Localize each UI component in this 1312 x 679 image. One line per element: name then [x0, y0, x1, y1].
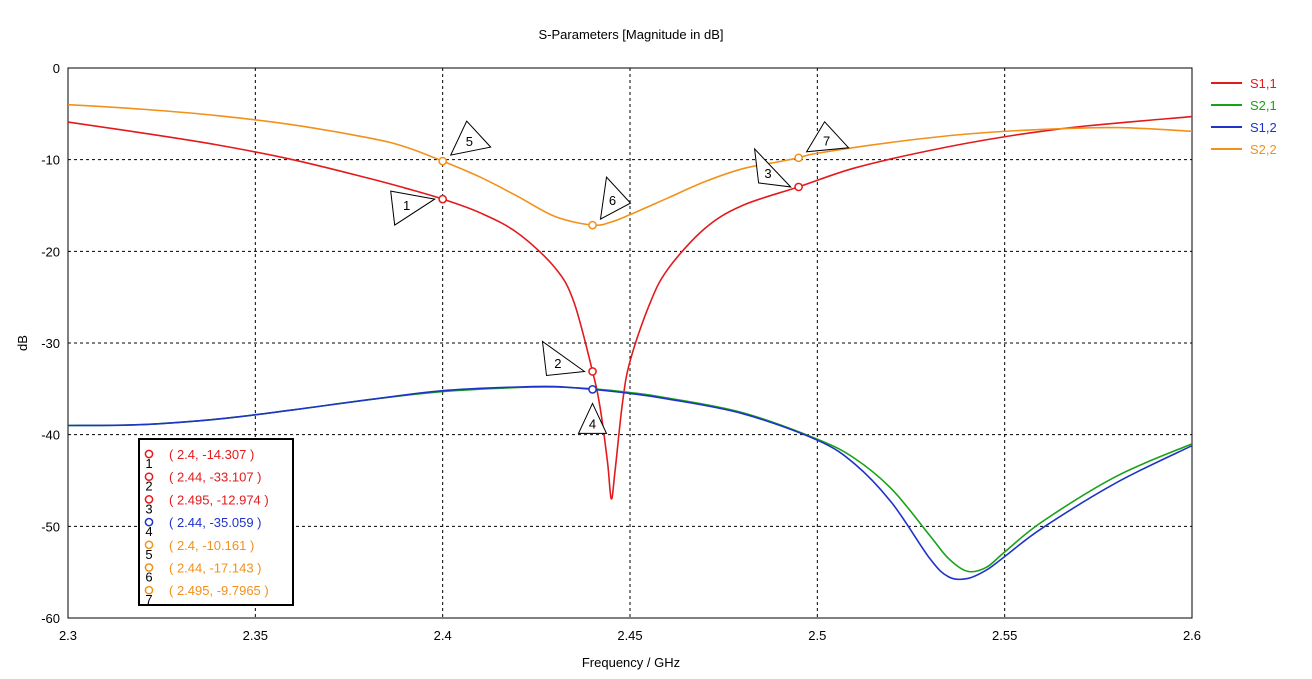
marker-point — [589, 386, 596, 393]
marker-table-value: ( 2.4, -14.307 ) — [169, 447, 254, 462]
y-tick-label: -20 — [41, 244, 60, 259]
marker-point — [439, 158, 446, 165]
marker-point — [589, 222, 596, 229]
legend-item-s2-2: S2,2 — [1211, 142, 1277, 157]
marker-point — [795, 154, 802, 161]
marker-table-id: 3 — [145, 501, 152, 516]
y-axis-label: dB — [15, 335, 30, 351]
marker-table-id: 4 — [145, 524, 152, 539]
marker-table-value: ( 2.44, -17.143 ) — [169, 561, 262, 576]
marker-number: 3 — [764, 166, 771, 181]
marker-table-value: ( 2.4, -10.161 ) — [169, 538, 254, 553]
legend-label: S1,1 — [1250, 76, 1277, 91]
marker-table-id: 6 — [145, 570, 152, 585]
marker-table-id: 7 — [145, 592, 152, 607]
legend-item-s1-1: S1,1 — [1211, 76, 1277, 91]
marker-number: 4 — [589, 416, 596, 431]
marker-point — [589, 368, 596, 375]
y-tick-label: -50 — [41, 519, 60, 534]
legend-label: S1,2 — [1250, 120, 1277, 135]
y-tick-label: 0 — [53, 61, 60, 76]
x-tick-label: 2.4 — [434, 628, 452, 643]
marker-number: 6 — [609, 193, 616, 208]
legend: S1,1 S2,1 S1,2 S2,2 — [1211, 76, 1277, 157]
y-tick-label: -60 — [41, 611, 60, 626]
marker-number: 7 — [823, 133, 830, 148]
x-axis-label: Frequency / GHz — [582, 655, 680, 670]
x-tick-label: 2.6 — [1183, 628, 1201, 643]
chart-title: S-Parameters [Magnitude in dB] — [539, 27, 724, 42]
marker-point — [439, 196, 446, 203]
marker-table-value: ( 2.44, -33.107 ) — [169, 470, 262, 485]
x-tick-label: 2.45 — [617, 628, 642, 643]
marker-value-table: 1 ( 2.4, -14.307 ) 2 ( 2.44, -33.107 ) 3 ( 2.… — [139, 439, 293, 607]
marker-table-id: 5 — [145, 547, 152, 562]
marker-table-value: ( 2.495, -9.7965 ) — [169, 583, 269, 598]
x-tick-label: 2.3 — [59, 628, 77, 643]
s-parameters-chart: S-Parameters [Magnitude in dB] 2.3 2.35 2.… — [0, 0, 1312, 679]
marker-number: 1 — [403, 198, 410, 213]
x-tick-label: 2.35 — [243, 628, 268, 643]
legend-item-s1-2: S1,2 — [1211, 120, 1277, 135]
y-tick-label: -30 — [41, 336, 60, 351]
legend-label: S2,2 — [1250, 142, 1277, 157]
marker-number: 2 — [554, 356, 561, 371]
y-tick-label: -40 — [41, 428, 60, 443]
marker-number: 5 — [466, 134, 473, 149]
x-tick-label: 2.5 — [808, 628, 826, 643]
x-tick-label: 2.55 — [992, 628, 1017, 643]
marker-point — [795, 183, 802, 190]
legend-label: S2,1 — [1250, 98, 1277, 113]
y-tick-label: -10 — [41, 153, 60, 168]
legend-item-s2-1: S2,1 — [1211, 98, 1277, 113]
marker-table-id: 2 — [145, 479, 152, 494]
marker-table-id: 1 — [145, 456, 152, 471]
marker-table-value: ( 2.495, -12.974 ) — [169, 492, 269, 507]
marker-table-value: ( 2.44, -35.059 ) — [169, 515, 262, 530]
